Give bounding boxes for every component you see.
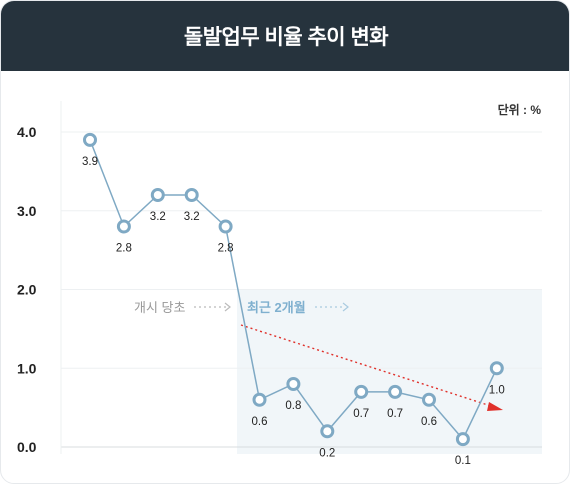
chart-title: 돌발업무 비율 추이 변화 (1, 1, 569, 71)
annotation-initial: 개시 당초 (134, 300, 231, 315)
data-point (116, 219, 131, 234)
data-label: 0.2 (319, 447, 335, 459)
annotation-recent: 최근 2개월 (247, 300, 349, 315)
data-point (455, 432, 470, 447)
y-tick-label: 1.0 (17, 360, 37, 376)
y-tick-label: 4.0 (17, 124, 37, 140)
data-point (184, 188, 199, 202)
data-point (354, 384, 369, 399)
annotation-recent-label: 최근 2개월 (247, 300, 306, 315)
data-point (489, 361, 504, 376)
data-point (320, 424, 335, 439)
data-point (150, 188, 165, 202)
trend-arrow (240, 324, 503, 411)
data-label: 3.2 (150, 211, 166, 223)
gridlines (60, 101, 542, 454)
data-point (388, 384, 403, 399)
data-label: 2.8 (218, 243, 234, 255)
data-point (218, 219, 233, 234)
data-label: 3.2 (184, 211, 200, 223)
data-point (286, 377, 301, 391)
annotation-initial-label: 개시 당초 (134, 300, 185, 315)
data-label: 0.8 (285, 400, 301, 412)
data-label: 1.0 (489, 384, 505, 396)
data-label: 0.7 (387, 408, 403, 420)
data-label: 0.1 (455, 455, 471, 467)
unit-label: 단위 : % (498, 102, 542, 117)
data-point (422, 392, 436, 407)
data-label: 0.6 (252, 416, 268, 428)
data-points (83, 132, 504, 447)
data-point (252, 392, 267, 407)
data-label: 3.9 (82, 156, 98, 168)
y-tick-label: 2.0 (17, 282, 37, 298)
data-point (83, 132, 97, 147)
data-labels: 3.9 2.8 3.2 3.2 2.8 0.6 0.8 0.2 0.7 0.7 0.6 0.1 1.0 (82, 156, 505, 467)
data-label: 0.6 (421, 416, 437, 428)
y-tick-label: 3.0 (17, 203, 37, 219)
data-label: 2.8 (116, 243, 132, 255)
y-tick-label: 0.0 (17, 439, 37, 455)
y-axis-ticks: 0.0 1.0 2.0 3.0 4.0 (17, 124, 37, 455)
data-label: 0.7 (353, 408, 369, 420)
